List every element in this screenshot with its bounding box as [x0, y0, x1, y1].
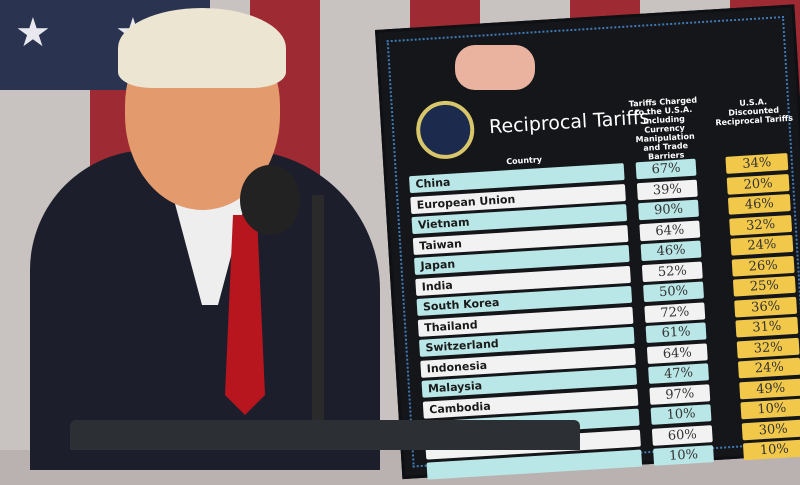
- tariff-charged: 67%: [635, 158, 697, 180]
- microphone: [240, 165, 300, 235]
- tariff-discounted: 32%: [729, 214, 793, 236]
- tariff-discounted: 30%: [741, 419, 800, 440]
- tariff-discounted: 25%: [732, 275, 796, 297]
- tariff-board: Reciprocal Tariffs Tariffs Charged to th…: [375, 4, 800, 480]
- tariff-charged: 39%: [636, 179, 698, 200]
- tariff-discounted: 24%: [737, 357, 800, 379]
- tariff-charged: 52%: [641, 260, 703, 282]
- presidential-seal-icon: [414, 99, 476, 161]
- tariff-charged: 97%: [649, 383, 711, 405]
- tariff-charged: 10%: [653, 445, 715, 466]
- board-title: Reciprocal Tariffs: [488, 106, 650, 139]
- tariff-charged: 47%: [648, 363, 710, 384]
- tariff-discounted: 31%: [735, 316, 799, 338]
- star-icon: ★: [15, 10, 51, 56]
- tariff-charged: 10%: [650, 404, 712, 425]
- tariff-discounted: 49%: [739, 378, 800, 399]
- tariff-discounted: 10%: [740, 398, 800, 420]
- microphone-stand: [312, 195, 324, 425]
- tariff-charged: 60%: [651, 424, 713, 446]
- tariff-charged: 64%: [639, 220, 701, 241]
- tariff-discounted: 46%: [727, 193, 791, 215]
- tariff-charged: 64%: [646, 342, 708, 364]
- header-country: Country: [506, 155, 543, 167]
- tariff-charged: 61%: [645, 322, 707, 344]
- header-discounted: U.S.A. Discounted Reciprocal Tariffs: [715, 97, 794, 128]
- hand: [455, 45, 535, 90]
- tariff-discounted: 20%: [726, 173, 790, 195]
- tariff-charged: 46%: [640, 240, 702, 262]
- tariff-charged: 72%: [644, 301, 706, 323]
- red-tie: [225, 215, 265, 415]
- tariff-discounted: 36%: [734, 296, 798, 318]
- podium: [70, 420, 580, 450]
- speaker-hair: [118, 8, 286, 88]
- tariff-charged: 50%: [643, 281, 705, 303]
- tariff-discounted: 32%: [736, 337, 800, 358]
- tariff-charged: 90%: [638, 199, 699, 221]
- tariff-discounted: 26%: [731, 255, 795, 277]
- tariff-discounted: 24%: [730, 234, 794, 256]
- tariff-discounted: 34%: [725, 153, 789, 174]
- header-charged: Tariffs Charged to the U.S.A. Including …: [628, 95, 698, 162]
